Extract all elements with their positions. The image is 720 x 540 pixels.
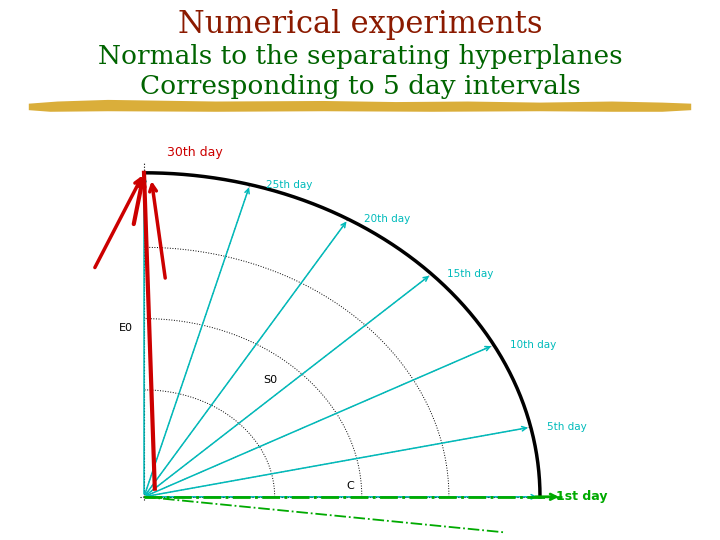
Text: 10th day: 10th day: [510, 340, 556, 350]
Text: E0: E0: [120, 323, 133, 333]
Text: Normals to the separating hyperplanes: Normals to the separating hyperplanes: [98, 44, 622, 69]
Text: 20th day: 20th day: [364, 214, 410, 224]
Text: Numerical experiments: Numerical experiments: [178, 9, 542, 40]
Text: C: C: [346, 481, 354, 491]
Text: 25th day: 25th day: [266, 180, 312, 190]
Text: 5th day: 5th day: [546, 422, 586, 432]
Polygon shape: [29, 100, 691, 112]
Text: 30th day: 30th day: [167, 146, 222, 159]
Text: Corresponding to 5 day intervals: Corresponding to 5 day intervals: [140, 74, 580, 99]
Text: 1st day: 1st day: [556, 490, 608, 503]
Text: S0: S0: [264, 375, 278, 385]
Text: 15th day: 15th day: [447, 269, 494, 279]
